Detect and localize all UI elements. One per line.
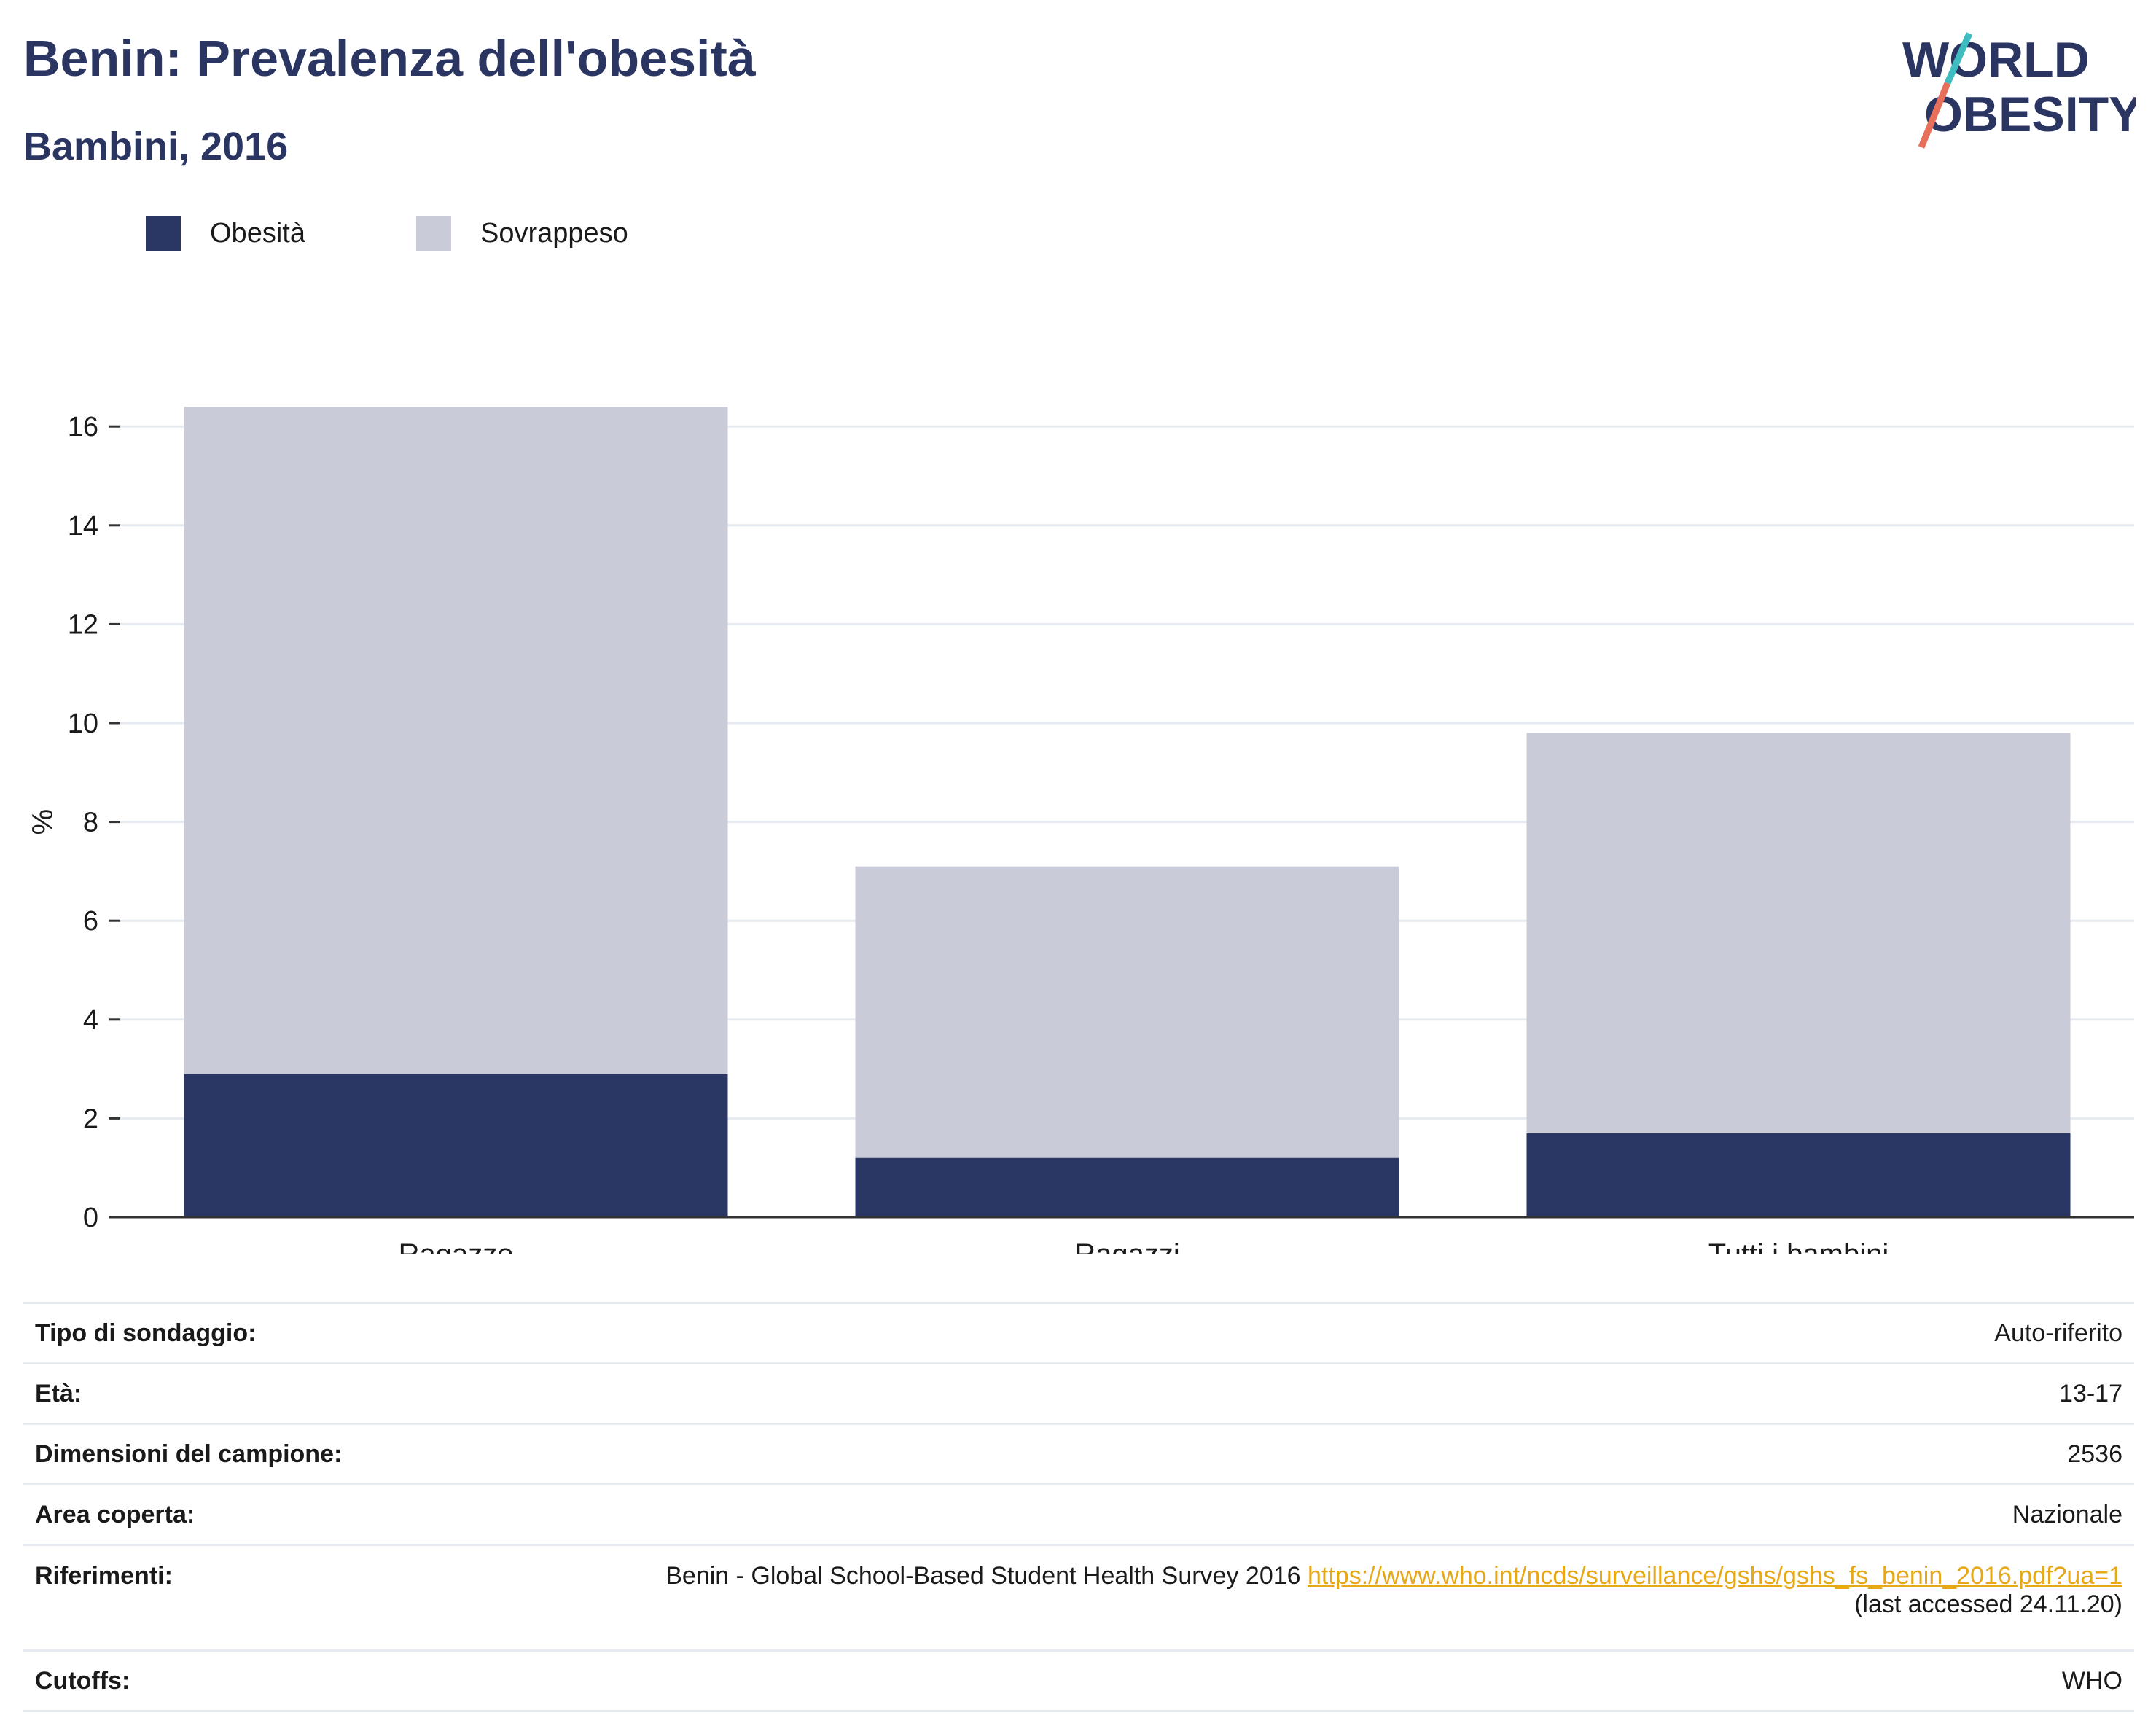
x-tick-label: Tutti i bambini (1708, 1238, 1889, 1254)
references-value: Benin - Global School-Based Student Heal… (408, 1544, 2134, 1651)
bar-obesity (1526, 1133, 2071, 1217)
sample-size-label: Dimensioni del campione: (23, 1423, 409, 1485)
chart-legend: Obesità Sovrappeso (146, 216, 739, 251)
age-label: Età: (23, 1362, 409, 1424)
sample-size-value: 2536 (408, 1423, 2134, 1485)
legend-swatch-obesity (146, 216, 181, 251)
chart-subtitle: Bambini, 2016 (23, 125, 289, 168)
legend-item-overweight: Sovrappeso (415, 216, 628, 251)
legend-swatch-overweight (415, 216, 451, 251)
world-obesity-logo: WORLD OBESITY (1902, 32, 2136, 149)
references-label: Riferimenti: (23, 1544, 409, 1651)
references-accessed: (last accessed 24.11.20) (1854, 1590, 2122, 1618)
bar-overweight (1526, 733, 2071, 1133)
y-tick-label: 14 (68, 511, 98, 542)
area-value: Nazionale (408, 1483, 2134, 1545)
table-row: Area coperta: Nazionale (23, 1483, 2134, 1545)
survey-type-value: Auto-riferito (408, 1302, 2134, 1364)
survey-type-label: Tipo di sondaggio: (23, 1302, 409, 1364)
table-row: Età: 13-17 (23, 1362, 2134, 1424)
table-row: Dimensioni del campione: 2536 (23, 1423, 2134, 1485)
y-tick-label: 0 (83, 1203, 98, 1233)
y-tick-label: 10 (68, 708, 98, 739)
survey-info-table: Tipo di sondaggio: Auto-riferito Età: 13… (23, 1302, 2134, 1712)
y-tick-label: 12 (68, 609, 98, 640)
bar-obesity (855, 1157, 1399, 1217)
legend-item-obesity: Obesità (146, 216, 305, 251)
age-value: 13-17 (408, 1362, 2134, 1424)
logo-line1: WORLD (1902, 32, 2090, 87)
logo-line2: OBESITY (1924, 87, 2136, 142)
references-text: Benin - Global School-Based Student Heal… (665, 1562, 1301, 1590)
table-row: Tipo di sondaggio: Auto-riferito (23, 1302, 2134, 1364)
legend-label-overweight: Sovrappeso (480, 217, 628, 249)
y-tick-label: 8 (83, 808, 98, 838)
bar-overweight (855, 866, 1399, 1158)
y-tick-label: 2 (83, 1104, 98, 1134)
cutoffs-value: WHO (408, 1649, 2134, 1712)
table-row: Cutoffs: WHO (23, 1649, 2134, 1712)
cutoffs-label: Cutoffs: (23, 1649, 409, 1712)
chart-title: Benin: Prevalenza dell'obesità (23, 30, 756, 87)
y-tick-label: 6 (83, 906, 98, 937)
bar-chart: 0 2 4 6 8 10 12 14 16% Ragazze Ragazzi Tutti i bamb… (27, 407, 2134, 1254)
bar-obesity (184, 1074, 728, 1217)
bar-overweight (184, 407, 728, 1074)
x-tick-label: Ragazze (399, 1238, 514, 1254)
logo-slash-coral-icon (1918, 82, 1951, 149)
y-tick-label: 4 (83, 1005, 98, 1036)
references-link[interactable]: https://www.who.int/ncds/surveillance/gs… (1308, 1562, 2122, 1590)
logo-slash-teal-icon (1944, 32, 1973, 85)
y-tick-label: 16 (68, 412, 98, 442)
legend-label-obesity: Obesità (210, 217, 305, 249)
x-tick-label: Ragazzi (1074, 1238, 1180, 1254)
table-row: Riferimenti: Benin - Global School-Based… (23, 1544, 2134, 1651)
area-label: Area coperta: (23, 1483, 409, 1545)
y-axis-label: % (27, 809, 59, 835)
